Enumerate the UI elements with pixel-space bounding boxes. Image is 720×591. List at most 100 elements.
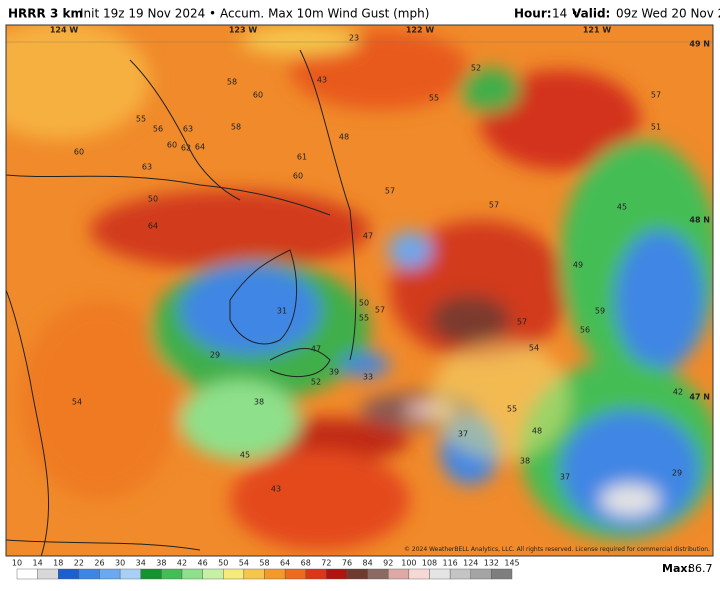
gust-label: 42 <box>673 388 683 397</box>
legend-tick-label: 68 <box>301 559 311 568</box>
gust-label: 57 <box>375 306 385 315</box>
gust-label: 60 <box>253 91 263 100</box>
legend-swatch <box>140 568 162 580</box>
gust-label: 55 <box>359 314 369 323</box>
grid-label: 49 N <box>689 40 710 49</box>
legend-swatch <box>58 568 80 580</box>
model-name: HRRR 3 km <box>8 7 83 21</box>
legend-tick-label: 30 <box>115 559 125 568</box>
legend-swatch <box>305 568 327 580</box>
legend-tick-label: 145 <box>504 559 519 568</box>
gust-label: 50 <box>359 299 369 308</box>
legend-swatch <box>78 568 100 580</box>
legend-swatch <box>99 568 121 580</box>
gust-label: 48 <box>339 133 349 142</box>
legend-tick-label: 10 <box>12 559 22 568</box>
gust-label: 54 <box>72 398 82 407</box>
gust-label: 62 <box>181 144 191 153</box>
gust-label: 52 <box>471 64 481 73</box>
gust-label: 29 <box>210 351 220 360</box>
gust-label: 37 <box>560 473 570 482</box>
gust-label: 60 <box>74 148 84 157</box>
legend-tick-label: 84 <box>363 559 373 568</box>
legend-tick-label: 42 <box>177 559 187 568</box>
gust-label: 50 <box>148 195 158 204</box>
legend-tick-label: 38 <box>156 559 166 568</box>
gust-label: 33 <box>363 373 373 382</box>
legend-swatch <box>181 568 203 580</box>
legend-swatch <box>202 568 224 580</box>
gust-label: 43 <box>317 76 327 85</box>
legend-swatch <box>326 568 348 580</box>
gust-label: 60 <box>293 172 303 181</box>
grid-label: 47 N <box>689 393 710 402</box>
gust-label: 43 <box>271 485 281 494</box>
grid-label: 123 W <box>229 26 257 35</box>
grid-label: 121 W <box>583 26 611 35</box>
gust-label: 45 <box>617 203 627 212</box>
gust-label: 39 <box>329 368 339 377</box>
legend-swatch <box>449 568 471 580</box>
legend-swatch <box>223 568 245 580</box>
gust-label: 37 <box>458 430 468 439</box>
max-value: 86.7 <box>688 562 713 575</box>
gust-label: 57 <box>651 91 661 100</box>
init-text: Init 19z 19 Nov 2024 • Accum. Max 10m Wi… <box>80 7 429 21</box>
map <box>6 25 713 556</box>
max-label: Max: <box>662 562 692 575</box>
gust-label: 57 <box>517 318 527 327</box>
gust-label: 51 <box>651 123 661 132</box>
legend-swatch <box>161 568 183 580</box>
legend-tick-label: 92 <box>383 559 393 568</box>
gust-label: 54 <box>529 344 539 353</box>
legend-swatch <box>16 568 38 580</box>
gust-label: 56 <box>153 125 163 134</box>
legend-swatch <box>470 568 492 580</box>
legend-swatch <box>346 568 368 580</box>
gust-label: 63 <box>183 125 193 134</box>
gust-label: 38 <box>254 398 264 407</box>
wind-field <box>6 25 713 550</box>
coastlines <box>6 49 357 556</box>
legend-swatch <box>429 568 451 580</box>
legend-tick-label: 124 <box>463 559 478 568</box>
valid-value: 09z Wed 20 Nov 2024 <box>616 7 720 21</box>
legend-swatch <box>119 568 141 580</box>
gust-label: 58 <box>231 123 241 132</box>
legend-tick-label: 26 <box>94 559 104 568</box>
gust-label: 45 <box>240 451 250 460</box>
gust-label: 49 <box>573 261 583 270</box>
gust-label: 58 <box>227 78 237 87</box>
legend-swatch <box>264 568 286 580</box>
gust-label: 48 <box>532 427 542 436</box>
gust-label: 23 <box>349 34 359 43</box>
legend-tick-label: 108 <box>422 559 437 568</box>
gust-label: 47 <box>363 232 373 241</box>
gust-label: 64 <box>148 222 158 231</box>
gust-label: 38 <box>520 457 530 466</box>
gust-label: 57 <box>385 187 395 196</box>
legend-tick-label: 58 <box>259 559 269 568</box>
legend-tick-label: 22 <box>74 559 84 568</box>
grid-label: 124 W <box>50 26 78 35</box>
legend-tick-label: 72 <box>321 559 331 568</box>
legend-swatch <box>367 568 389 580</box>
gust-label: 64 <box>195 143 205 152</box>
legend-tick-label: 50 <box>218 559 228 568</box>
legend-tick-label: 100 <box>401 559 416 568</box>
grid-label: 122 W <box>406 26 434 35</box>
copyright: © 2024 WeatherBELL Analytics, LLC. All r… <box>404 546 710 553</box>
legend-tick-label: 34 <box>136 559 146 568</box>
legend-swatch <box>284 568 306 580</box>
legend-tick-label: 54 <box>239 559 249 568</box>
gust-label: 63 <box>142 163 152 172</box>
gust-label: 52 <box>311 378 321 387</box>
grid-label: 48 N <box>689 216 710 225</box>
legend-tick-label: 64 <box>280 559 290 568</box>
hour-label: Hour: <box>514 7 552 21</box>
map-frame <box>5 24 714 557</box>
legend-swatch <box>388 568 410 580</box>
hour-value: 14 • <box>552 7 578 21</box>
